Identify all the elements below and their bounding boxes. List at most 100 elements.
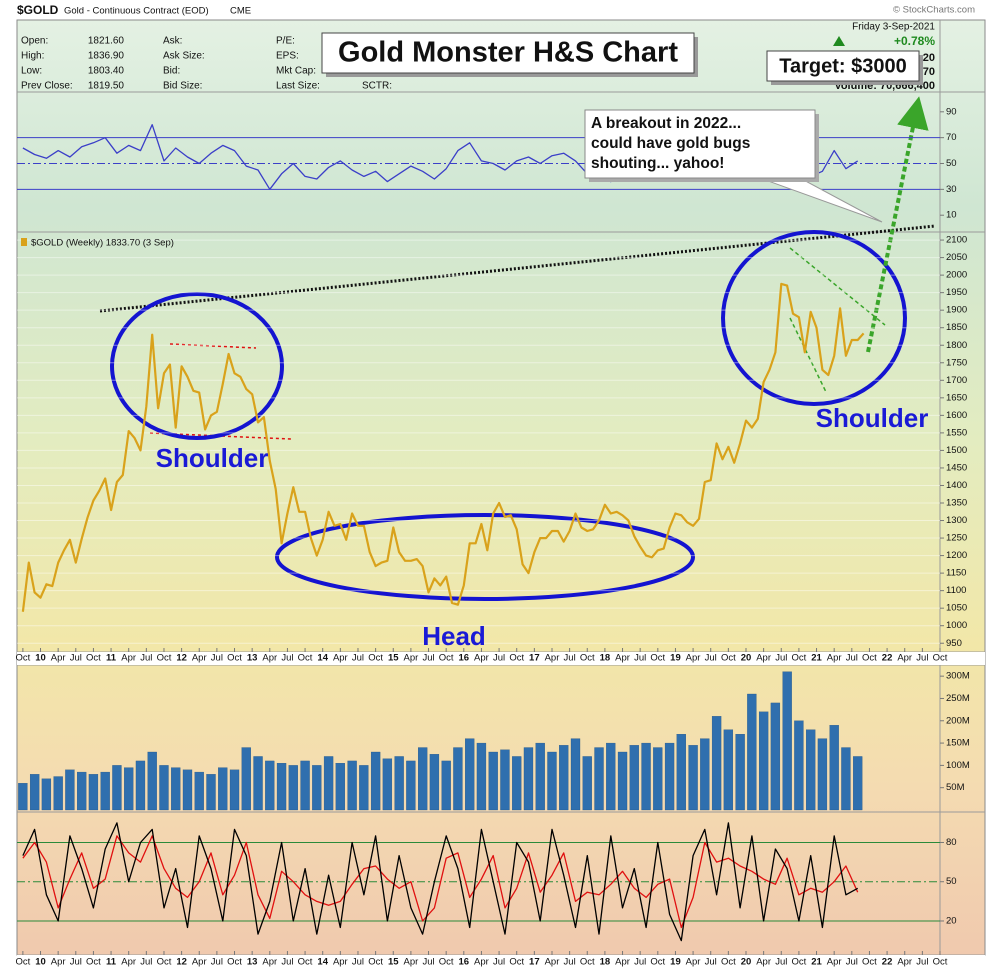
volume-bar <box>194 771 204 811</box>
volume-bar <box>465 738 475 811</box>
volume-bar <box>312 765 322 811</box>
x-tick-label: 19 <box>670 957 681 968</box>
x-tick-label: Oct <box>86 653 101 664</box>
volume-bar <box>335 763 345 811</box>
y-tick-label: 70 <box>946 132 957 143</box>
x-tick-label: Jul <box>846 653 858 664</box>
x-tick-label: Jul <box>564 653 576 664</box>
x-tick-label: Jul <box>493 957 505 968</box>
trend-line <box>789 247 886 326</box>
x-tick-label: Oct <box>650 653 665 664</box>
x-tick-label: Jul <box>352 957 364 968</box>
quote-value: 1836.90 <box>88 51 125 62</box>
data-line <box>22 822 859 942</box>
data-line <box>21 282 865 612</box>
x-tick-label: Apr <box>474 653 489 664</box>
x-tick-label: Apr <box>51 957 66 968</box>
exchange: CME <box>230 6 251 17</box>
quote-label: Bid: <box>163 66 180 77</box>
x-tick-label: Jul <box>140 957 152 968</box>
volume-bar <box>218 767 228 811</box>
x-tick-label: Apr <box>545 653 560 664</box>
volume-bar <box>276 763 287 811</box>
volume-bar <box>606 742 616 811</box>
x-tick-label: 11 <box>106 957 117 968</box>
volume-bar <box>206 774 216 811</box>
x-tick-label: 12 <box>176 957 187 968</box>
y-tick-label: 1950 <box>946 287 967 298</box>
x-tick-label: Oct <box>509 957 524 968</box>
y-tick-label: 1600 <box>946 410 967 421</box>
head-ellipse <box>275 513 695 601</box>
x-tick-label: Jul <box>422 653 434 664</box>
y-tick-label: 1100 <box>946 585 966 596</box>
volume-bar <box>77 771 87 811</box>
left-shoulder-ellipse <box>110 292 284 440</box>
target-arrow <box>866 96 929 353</box>
target-label: Target: $3000 <box>779 55 906 77</box>
legend-swatch <box>21 238 27 246</box>
x-tick-label: Jul <box>916 957 928 968</box>
volume-bar <box>229 769 240 811</box>
y-tick-label: 1700 <box>946 375 967 386</box>
x-tick-label: 19 <box>670 653 681 664</box>
x-tick-label: Apr <box>827 957 842 968</box>
x-tick-label: Apr <box>192 957 207 968</box>
volume-bar <box>700 738 710 811</box>
volume-bar <box>676 734 686 811</box>
x-tick-label: Oct <box>580 653 595 664</box>
x-tick-label: Jul <box>422 957 434 968</box>
y-tick-label: 950 <box>946 638 962 649</box>
quote-label: Low: <box>21 66 42 77</box>
y-tick-label: 2100 <box>946 235 967 246</box>
x-tick-label: Oct <box>933 653 948 664</box>
volume-bar <box>641 742 651 811</box>
y-tick-label: 30 <box>946 184 957 195</box>
volume-bar <box>41 778 52 811</box>
copyright: © StockCharts.com <box>893 5 975 16</box>
x-tick-label: Apr <box>262 653 277 664</box>
volume-bar <box>417 747 428 811</box>
volume-bar <box>817 738 828 811</box>
x-tick-label: Jul <box>775 653 787 664</box>
volume-bar <box>182 769 193 811</box>
y-tick-label: 1050 <box>946 603 967 614</box>
volume-bar <box>147 751 157 811</box>
x-tick-label: Oct <box>439 957 454 968</box>
x-tick-label: Oct <box>227 957 242 968</box>
symbol: $GOLD <box>17 3 59 17</box>
y-tick-label: 300M <box>946 671 970 682</box>
volume-bar <box>88 774 99 811</box>
trend-line <box>169 343 257 349</box>
volume-bar <box>300 760 310 811</box>
volume-bar <box>723 729 734 811</box>
y-tick-label: 100M <box>946 760 970 771</box>
quote-label: Open: <box>21 36 48 47</box>
x-tick-label: 10 <box>35 957 46 968</box>
x-tick-label: 20 <box>741 653 752 664</box>
x-tick-label: Oct <box>580 957 595 968</box>
y-tick-label: 10 <box>946 210 957 221</box>
x-tick-label: Jul <box>775 957 787 968</box>
x-tick-label: 18 <box>600 653 611 664</box>
volume-bar <box>112 765 122 811</box>
volume-bar <box>629 745 639 811</box>
quote-label: Mkt Cap: <box>276 66 316 77</box>
x-tick-label: Oct <box>933 957 948 968</box>
x-tick-label: Oct <box>721 653 736 664</box>
volume-bar <box>159 765 169 811</box>
x-tick-label: Jul <box>705 653 717 664</box>
x-tick-label: 10 <box>35 653 46 664</box>
y-tick-label: 50M <box>946 782 965 793</box>
x-tick-label: 16 <box>459 957 470 968</box>
x-tick-label: Jul <box>634 653 646 664</box>
volume-bar <box>53 776 63 811</box>
x-tick-label: 15 <box>388 957 399 968</box>
y-tick-label: 50 <box>946 158 957 169</box>
annotations <box>99 96 936 601</box>
x-tick-label: Oct <box>298 653 313 664</box>
volume-bar <box>476 742 487 811</box>
y-tick-label: 150M <box>946 738 970 749</box>
x-tick-label: Apr <box>897 957 912 968</box>
